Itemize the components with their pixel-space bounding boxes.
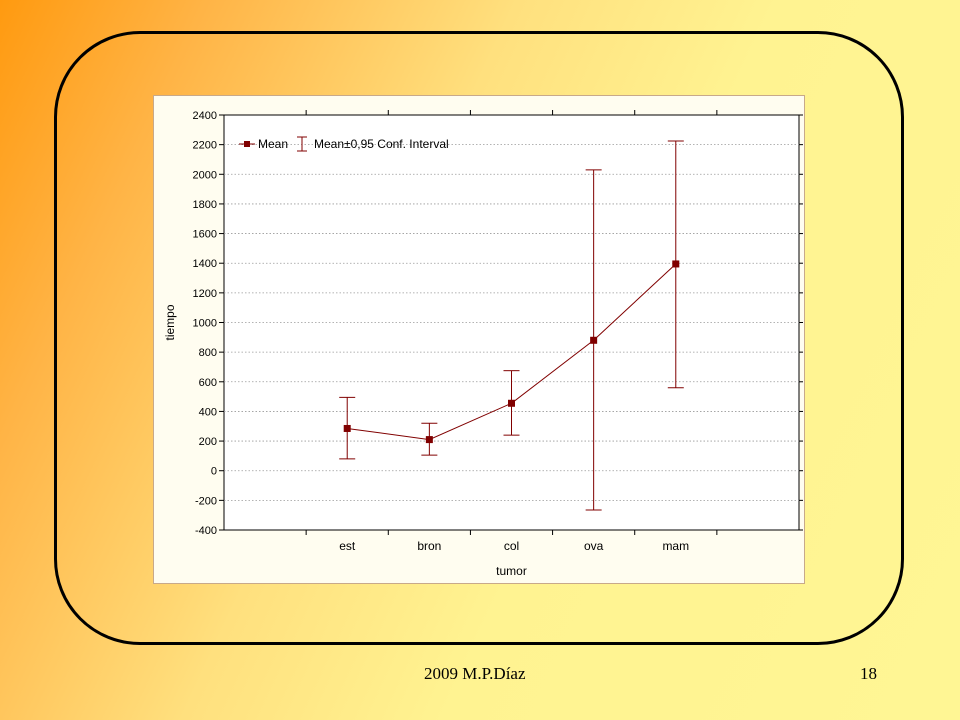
footer-author: 2009 M.P.Díaz [424,664,526,683]
x-tick-label: mam [662,539,689,553]
y-axis-title: tiempo [163,304,177,340]
y-tick-label: 1800 [193,199,217,211]
x-axis-title: tumor [496,564,527,578]
data-point-mean [425,436,433,444]
legend-mean-label: Mean [258,137,288,151]
slide-frame [54,31,904,645]
data-point-mean [672,260,680,268]
y-tick-label: 200 [199,436,217,448]
x-tick-label: ova [584,539,604,553]
y-tick-label: 600 [199,377,217,389]
y-tick-label: 800 [199,347,217,359]
chart-svg: 2400220020001800160014001200100080060040… [163,110,803,578]
y-tick-label: 2200 [193,140,217,152]
data-point-mean [343,424,351,432]
chart-panel: 2400 2200 2000 1800 1600 1400 1200 1000 800 600 40… [153,95,805,584]
x-tick-label: col [504,539,519,553]
legend-ci-label: Mean±0,95 Conf. Interval [314,137,449,151]
y-tick-label: 2000 [193,169,217,181]
y-tick-label: 400 [199,406,217,418]
y-tick-label: 2400 [193,110,217,122]
x-tick-label: est [339,539,356,553]
y-tick-label: 0 [211,466,217,478]
page-number: 18 [860,664,877,683]
y-tick-label: 1400 [193,258,217,270]
y-tick-label: 1000 [193,318,217,330]
legend-mean-marker [244,141,250,147]
y-tick-label: 1600 [193,229,217,241]
y-tick-label: -200 [195,495,217,507]
data-point-mean [508,399,515,407]
x-tick-label: bron [417,539,441,553]
y-tick-label: 1200 [193,288,217,300]
y-tick-label: -400 [195,525,217,537]
data-point-mean [590,336,598,344]
